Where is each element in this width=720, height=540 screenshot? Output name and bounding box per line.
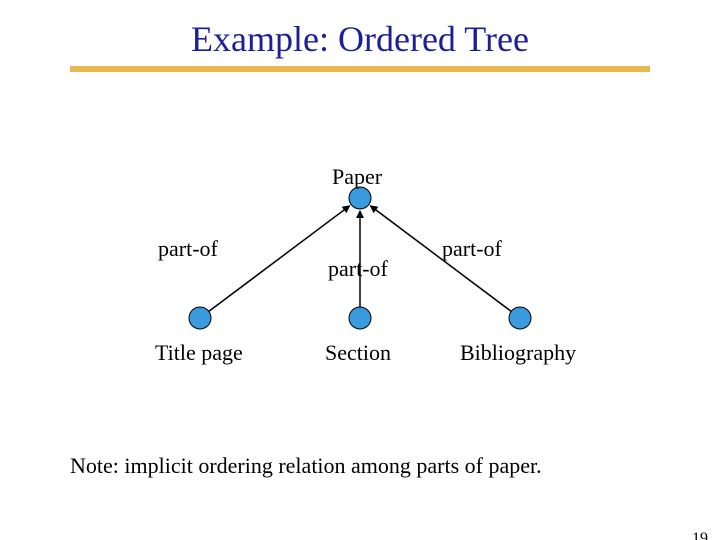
page-number: 19 xyxy=(692,530,708,540)
edge-label: part-of xyxy=(328,256,388,282)
tree-node xyxy=(349,187,371,209)
edge-label: part-of xyxy=(442,236,502,262)
node-label: Bibliography xyxy=(460,340,576,366)
tree-node xyxy=(509,307,531,329)
node-label: Title page xyxy=(155,340,243,366)
node-label: Paper xyxy=(332,164,382,190)
edge-label: part-of xyxy=(158,236,218,262)
node-label: Section xyxy=(325,340,391,366)
footnote: Note: implicit ordering relation among p… xyxy=(70,453,542,479)
tree-node xyxy=(349,307,371,329)
tree-node xyxy=(189,307,211,329)
